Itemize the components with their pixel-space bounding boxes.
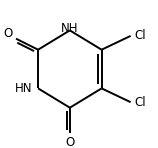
Text: Cl: Cl (134, 96, 146, 109)
Text: HN: HN (15, 82, 33, 95)
Text: NH: NH (61, 22, 79, 35)
Text: O: O (65, 136, 74, 148)
Text: Cl: Cl (134, 29, 146, 42)
Text: O: O (3, 27, 12, 40)
